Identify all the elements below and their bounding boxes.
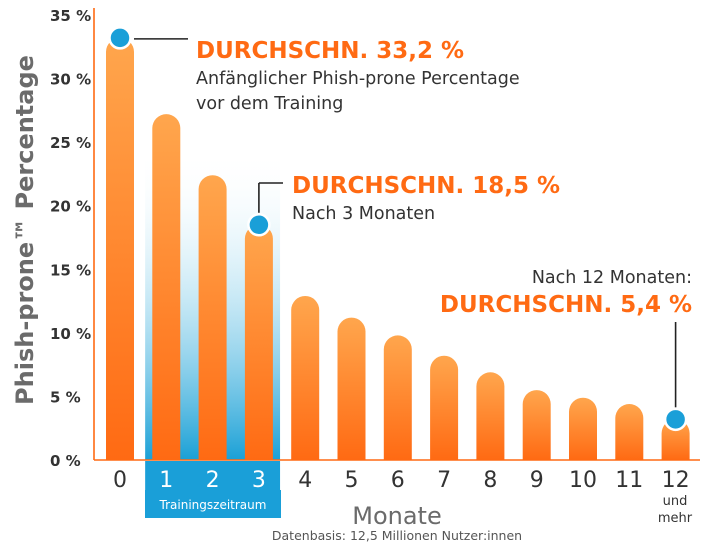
bar-9 bbox=[522, 390, 551, 460]
bar-12 bbox=[661, 419, 690, 460]
annotation-1-line2: vor dem Training bbox=[196, 94, 343, 114]
highlight-dots bbox=[108, 26, 688, 432]
y-tick-label: 15 % bbox=[50, 261, 91, 279]
y-tick-label: 20 % bbox=[50, 198, 91, 216]
x-tick-sublabel-und: und bbox=[663, 494, 688, 509]
x-tick-label-0: 0 bbox=[113, 468, 127, 493]
bar-1 bbox=[152, 114, 181, 460]
highlight-dot-3 bbox=[247, 213, 271, 237]
x-tick-label-10: 10 bbox=[569, 468, 597, 493]
highlight-dot-0 bbox=[108, 26, 132, 50]
footnote: Datenbasis: 12,5 Millionen Nutzer:innen bbox=[272, 528, 522, 543]
bar-4 bbox=[291, 295, 320, 460]
bars-group bbox=[106, 37, 690, 461]
x-tick-label-6: 6 bbox=[391, 468, 405, 493]
y-tick-label: 30 % bbox=[50, 71, 91, 89]
x-axis-title: Monate bbox=[352, 502, 441, 530]
bar-0 bbox=[106, 37, 134, 461]
y-tick-label: 25 % bbox=[50, 134, 91, 152]
bar-7 bbox=[430, 355, 459, 460]
annotation-1-headline: DURCHSCHN. 33,2 % bbox=[196, 38, 464, 64]
bar-6 bbox=[383, 335, 412, 460]
x-tick-label-11: 11 bbox=[615, 468, 643, 493]
x-tick-label-7: 7 bbox=[437, 468, 451, 493]
bar-11 bbox=[615, 404, 644, 460]
x-tick-label-8: 8 bbox=[483, 468, 497, 493]
y-axis-title: Phish-prone™ Percentage bbox=[11, 55, 39, 405]
y-tick-label: 10 % bbox=[50, 325, 91, 343]
bar-3 bbox=[244, 224, 273, 460]
x-tick-label-3: 3 bbox=[252, 468, 266, 493]
y-axis: 0 % 5 % 10 % 15 % 20 % 25 % 30 % 35 % bbox=[50, 7, 95, 470]
y-tick-label: 5 % bbox=[50, 388, 81, 406]
x-tick-sublabel-mehr: mehr bbox=[658, 511, 693, 526]
bar-2 bbox=[198, 175, 227, 460]
x-tick-label-2: 2 bbox=[206, 468, 220, 493]
y-tick-label: 0 % bbox=[50, 452, 81, 470]
annotation-connectors bbox=[134, 38, 677, 408]
annotation-2-headline: DURCHSCHN. 18,5 % bbox=[292, 173, 560, 199]
x-tick-label-4: 4 bbox=[298, 468, 312, 493]
training-band-label-bg bbox=[145, 490, 281, 518]
annotation-3-pre: Nach 12 Monaten: bbox=[532, 268, 692, 288]
x-tick-label-9: 9 bbox=[530, 468, 544, 493]
x-tick-label-5: 5 bbox=[345, 468, 359, 493]
bar-10 bbox=[569, 397, 597, 460]
annotation-2-line1: Nach 3 Monaten bbox=[292, 204, 435, 224]
y-tick-label: 35 % bbox=[50, 7, 91, 25]
highlight-dot-12 bbox=[663, 407, 688, 432]
annotation-3-headline: DURCHSCHN. 5,4 % bbox=[440, 292, 692, 318]
x-tick-label-1: 1 bbox=[159, 468, 173, 493]
x-tick-label-12: 12 bbox=[662, 468, 690, 493]
bar-5 bbox=[337, 317, 366, 460]
bar-8 bbox=[476, 372, 505, 460]
training-band-label: Trainingszeitraum bbox=[159, 498, 267, 512]
annotation-1-line1: Anfänglicher Phish-prone Percentage bbox=[196, 69, 520, 89]
